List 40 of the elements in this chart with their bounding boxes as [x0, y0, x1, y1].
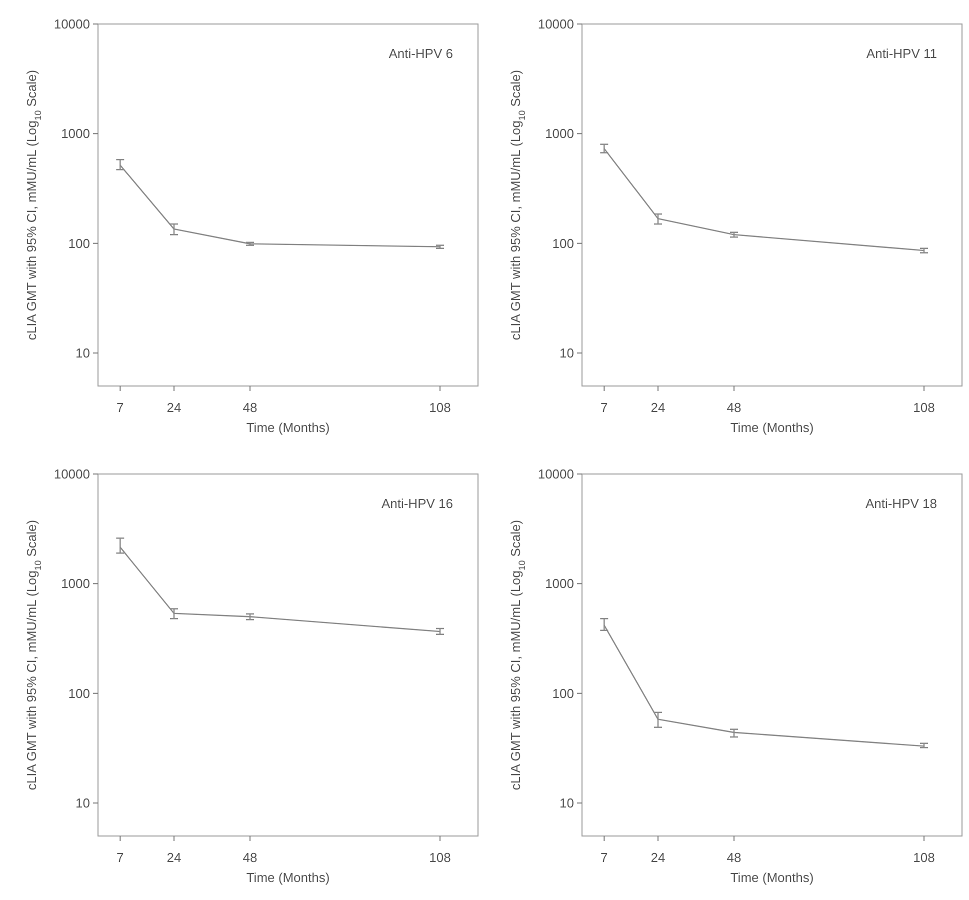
y-tick-label: 10 — [76, 796, 90, 811]
x-tick-label: 108 — [913, 850, 935, 865]
y-tick-label: 100 — [552, 686, 574, 701]
y-tick-label: 10 — [76, 346, 90, 361]
x-tick-label: 24 — [650, 850, 666, 865]
text: Anti-HPV 6 — [388, 46, 453, 61]
x-axis-title: Time (Months) — [730, 420, 814, 435]
y-tick-label: 1000 — [545, 126, 574, 142]
y-tick-label: 1000 — [61, 576, 90, 592]
x-tick-label: 108 — [913, 400, 935, 415]
text: Anti-HPV 16 — [381, 496, 453, 511]
x-tick-label: 24 — [166, 400, 182, 415]
x-axis-title: Time (Months) — [730, 870, 814, 885]
x-tick-label: 48 — [242, 400, 258, 415]
y-tick-label: 1000 — [545, 576, 574, 592]
x-tick-label: 48 — [242, 850, 258, 865]
x-tick-label: 24 — [650, 400, 666, 415]
x-tick-label: 7 — [116, 850, 124, 865]
x-tick-label: 108 — [429, 400, 451, 415]
x-tick-label: 48 — [726, 850, 742, 865]
text: Anti-HPV 11 — [866, 46, 937, 61]
x-axis-title: Time (Months) — [246, 420, 330, 435]
y-tick-label: 10 — [560, 796, 574, 811]
y-tick-label: 10000 — [54, 16, 90, 32]
y-tick-label: 10000 — [538, 16, 574, 32]
y-tick-label: 100 — [68, 686, 90, 701]
x-tick-label: 108 — [429, 850, 451, 865]
x-tick-label: 48 — [726, 400, 742, 415]
x-tick-label: 24 — [166, 850, 182, 865]
y-tick-label: 100 — [552, 236, 574, 251]
y-tick-label: 10 — [560, 346, 574, 361]
y-tick-label: 10000 — [54, 466, 90, 482]
y-tick-label: 100 — [68, 236, 90, 251]
text: Anti-HPV 18 — [865, 496, 937, 511]
x-tick-label: 7 — [600, 850, 608, 865]
x-tick-label: 7 — [116, 400, 124, 415]
x-tick-label: 7 — [600, 400, 608, 415]
y-tick-label: 1000 — [61, 126, 90, 142]
x-axis-title: Time (Months) — [246, 870, 330, 885]
y-tick-label: 10000 — [538, 466, 574, 482]
